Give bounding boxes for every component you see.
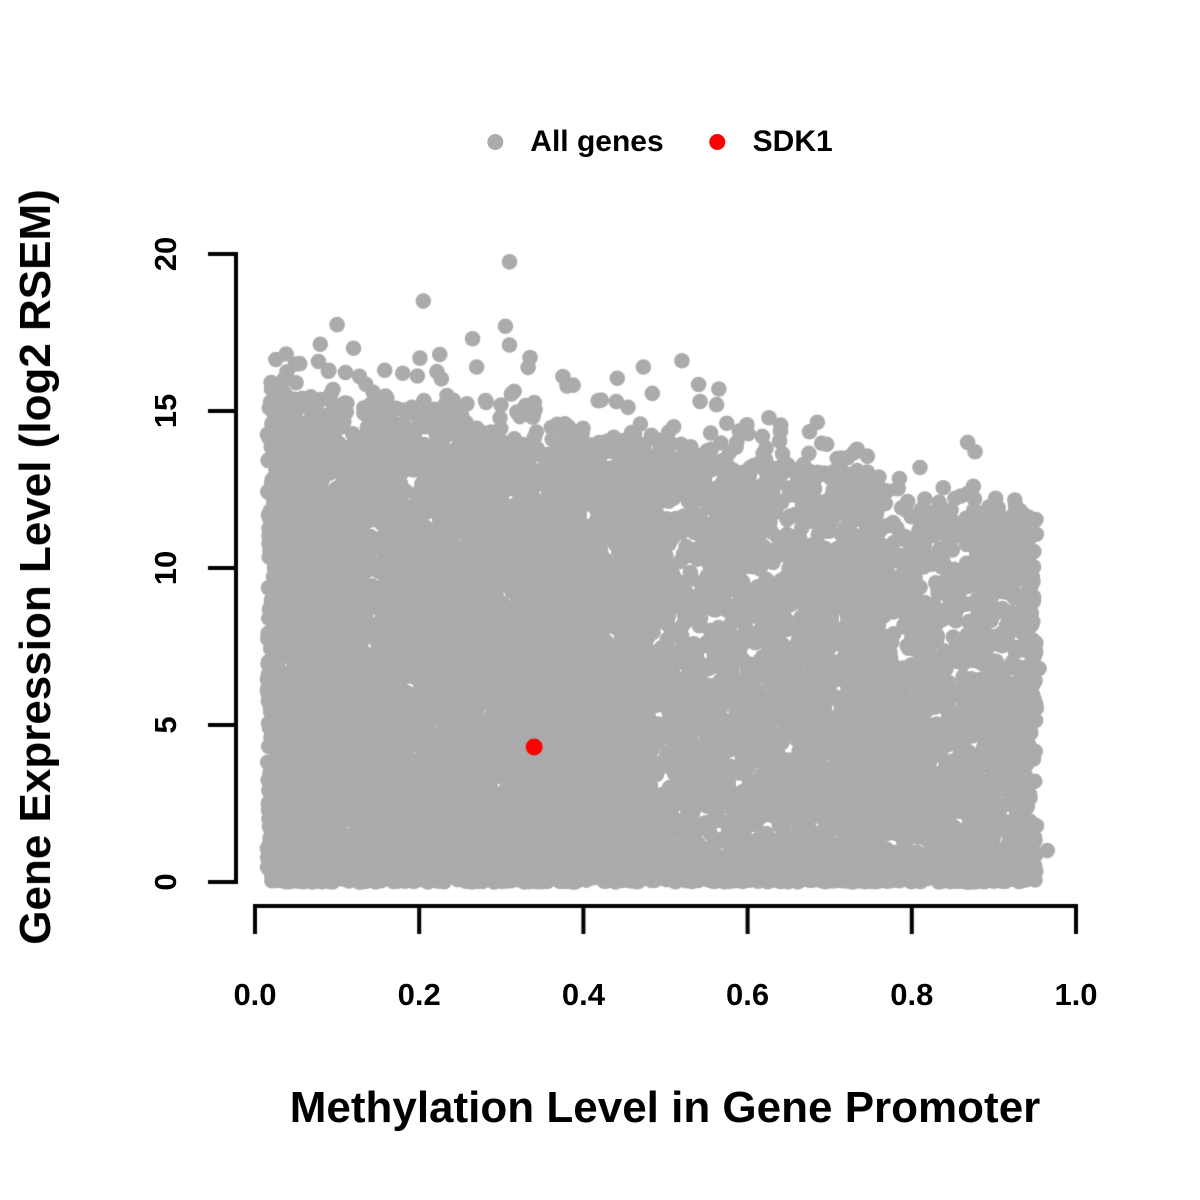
x-tick-label-0.8: 0.8 — [890, 977, 934, 1012]
y-tick-label-0: 0 — [148, 873, 183, 891]
all-genes-marker-icon — [487, 134, 504, 150]
x-tick-label-0.4: 0.4 — [561, 977, 605, 1012]
x-tick-label-0.6: 0.6 — [726, 977, 770, 1012]
y-tick-label-20: 20 — [148, 236, 183, 272]
y-tick-label-5: 5 — [148, 716, 183, 734]
x-tick-label-0.0: 0.0 — [233, 977, 277, 1012]
x-tick-label-0.2: 0.2 — [397, 977, 441, 1012]
legend-label-all-genes: All genes — [530, 125, 664, 158]
x-axis-title: Methylation Level in Gene Promoter — [289, 1083, 1041, 1132]
legend-item-all-genes: All genes — [487, 125, 664, 159]
x-tick-label-1.0: 1.0 — [1054, 977, 1098, 1012]
y-tick-label-10: 10 — [148, 550, 183, 586]
y-axis-title: Gene Expression Level (log2 RSEM) — [11, 189, 60, 945]
sdk1-marker-icon — [709, 134, 726, 150]
y-tick-label-15: 15 — [148, 393, 183, 429]
legend: All genes SDK1 — [487, 125, 833, 159]
legend-label-sdk1: SDK1 — [752, 125, 833, 158]
legend-item-sdk1: SDK1 — [709, 125, 833, 159]
